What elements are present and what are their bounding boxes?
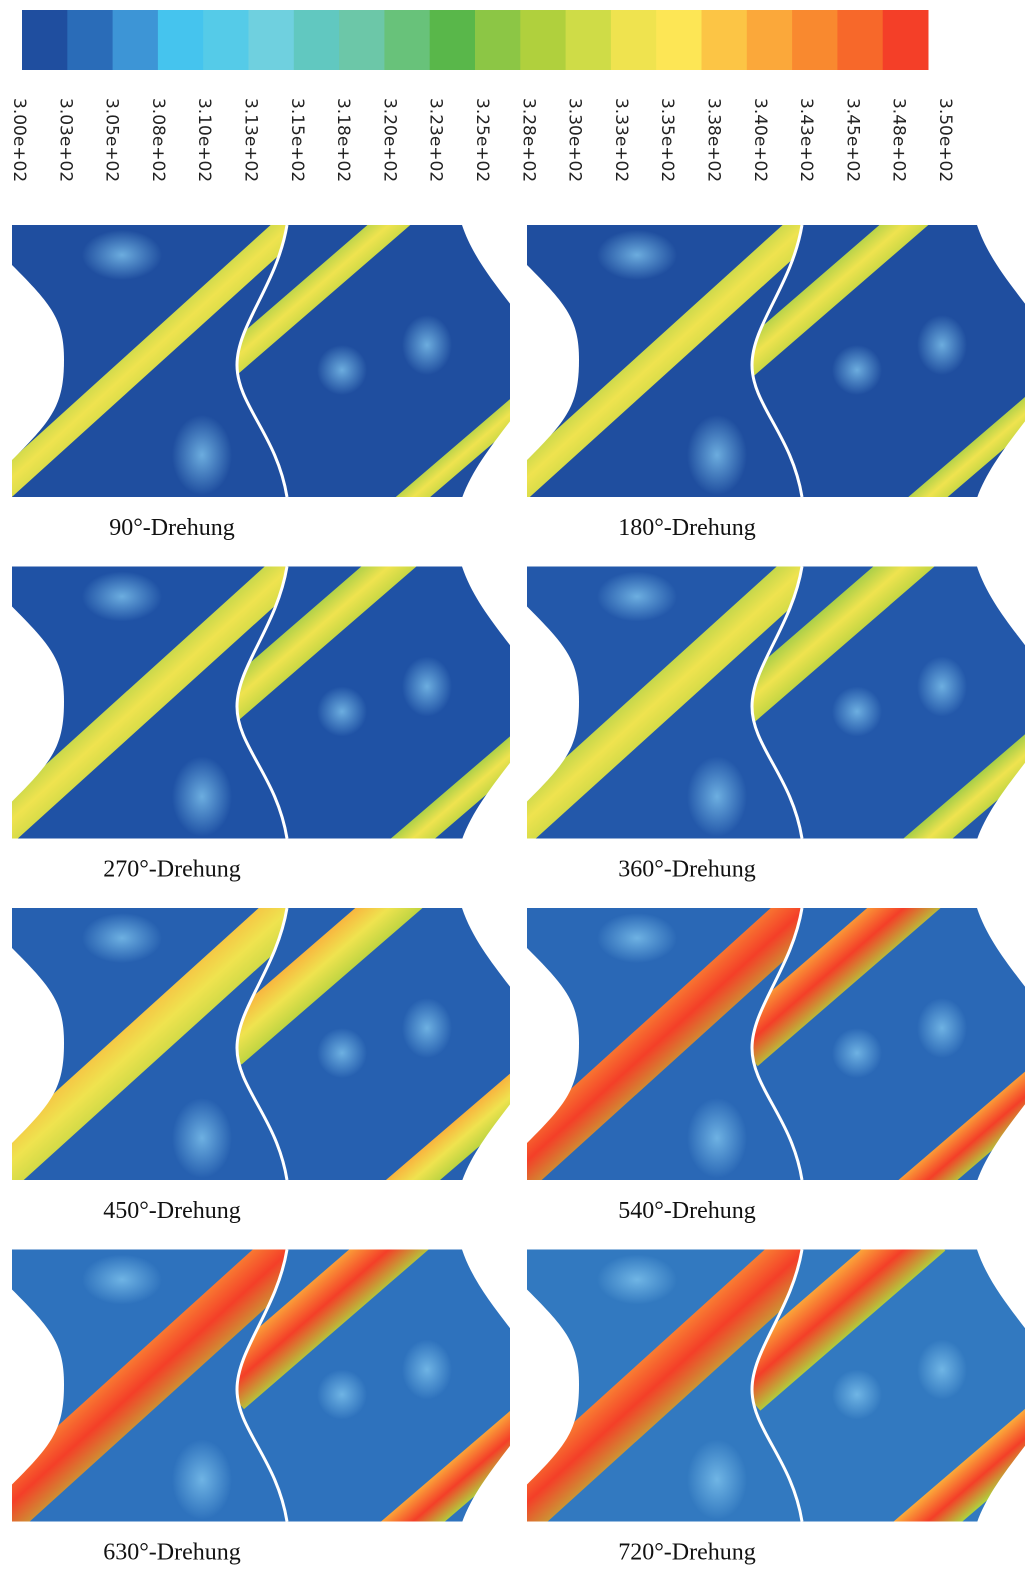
highlight [917, 315, 967, 375]
highlight [317, 345, 367, 395]
colorbar-label: 3.03e+02 [55, 98, 75, 182]
colorbar-label: 3.35e+02 [657, 98, 677, 182]
panel [517, 888, 1033, 1198]
colorbar-label: 3.45e+02 [842, 98, 862, 182]
colorbar-label: 3.23e+02 [426, 98, 446, 182]
colorbar-segment [702, 10, 748, 70]
colorbar-segment [113, 10, 159, 70]
highlight [172, 757, 232, 837]
colorbar-label: 3.08e+02 [148, 98, 168, 182]
colorbar-label: 3.20e+02 [379, 98, 399, 182]
highlight [832, 345, 882, 395]
panel-caption: 450°-Drehung [103, 1198, 241, 1224]
highlight [917, 657, 967, 717]
colorbar-segment [158, 10, 204, 70]
panel-caption: 270°-Drehung [103, 857, 241, 883]
colorbar-segment [203, 10, 249, 70]
colorbar-segment [430, 10, 476, 70]
colorbar-segment [520, 10, 566, 70]
highlight [687, 1098, 747, 1178]
panel-caption: 720°-Drehung [618, 1540, 756, 1566]
colorbar-segment [883, 10, 929, 70]
colorbar-segment [475, 10, 521, 70]
colorbar-segment [792, 10, 838, 70]
colorbar-segment [22, 10, 68, 70]
colorbar-segment [339, 10, 385, 70]
highlight [687, 1440, 747, 1520]
panel-caption: 180°-Drehung [618, 515, 756, 541]
highlight [597, 913, 677, 963]
highlight [597, 572, 677, 622]
colorbar-label: 3.00e+02 [9, 98, 29, 182]
colorbar-segment [747, 10, 793, 70]
colorbar-label: 3.10e+02 [194, 98, 214, 182]
colorbar-label: 3.43e+02 [796, 98, 816, 182]
panel [2, 1230, 532, 1540]
panel [2, 205, 532, 515]
colorbar-segment [837, 10, 883, 70]
highlight [832, 687, 882, 737]
panel-caption: 540°-Drehung [618, 1198, 756, 1224]
colorbar-segment [656, 10, 702, 70]
colorbar-segment [566, 10, 612, 70]
colorbar-segment [249, 10, 295, 70]
highlight [82, 1255, 162, 1305]
highlight [597, 1255, 677, 1305]
highlight [402, 1340, 452, 1400]
figure: 3.00e+02 3.03e+02 3.05e+02 3.08e+02 3.10e+02… [0, 0, 1033, 1591]
colorbar: 3.00e+02 3.03e+02 3.05e+02 3.08e+02 3.10e+02… [9, 10, 955, 182]
highlight [687, 415, 747, 495]
highlight [402, 998, 452, 1058]
colorbar-label: 3.50e+02 [935, 98, 955, 182]
colorbar-label: 3.30e+02 [565, 98, 585, 182]
colorbar-label: 3.48e+02 [889, 98, 909, 182]
colorbar-label: 3.15e+02 [287, 98, 307, 182]
colorbar-label: 3.18e+02 [333, 98, 353, 182]
colorbar-label: 3.40e+02 [750, 98, 770, 182]
highlight [317, 1028, 367, 1078]
colorbar-label: 3.28e+02 [518, 98, 538, 182]
colorbar-label: 3.25e+02 [472, 98, 492, 182]
panel-caption: 90°-Drehung [109, 515, 235, 541]
panel [2, 888, 532, 1198]
colorbar-segment [294, 10, 340, 70]
highlight [82, 572, 162, 622]
highlight [402, 315, 452, 375]
colorbar-label: 3.13e+02 [241, 98, 261, 182]
colorbar-label: 3.33e+02 [611, 98, 631, 182]
panel [517, 205, 1033, 515]
colorbar-segment [67, 10, 113, 70]
highlight [832, 1028, 882, 1078]
panel [517, 1230, 1033, 1540]
highlight [172, 1440, 232, 1520]
highlight [687, 757, 747, 837]
highlight [82, 230, 162, 280]
colorbar-label: 3.38e+02 [704, 98, 724, 182]
colorbar-segment [611, 10, 657, 70]
colorbar-label: 3.05e+02 [102, 98, 122, 182]
highlight [597, 230, 677, 280]
colorbar-segment [384, 10, 430, 70]
highlight [172, 415, 232, 495]
panel [517, 547, 1033, 857]
highlight [82, 913, 162, 963]
highlight [402, 657, 452, 717]
highlight [317, 687, 367, 737]
panel-caption: 360°-Drehung [618, 857, 756, 883]
panel [2, 547, 532, 857]
highlight [317, 1370, 367, 1420]
highlight [832, 1370, 882, 1420]
panel-caption: 630°-Drehung [103, 1540, 241, 1566]
highlight [172, 1098, 232, 1178]
highlight [917, 1340, 967, 1400]
highlight [917, 998, 967, 1058]
